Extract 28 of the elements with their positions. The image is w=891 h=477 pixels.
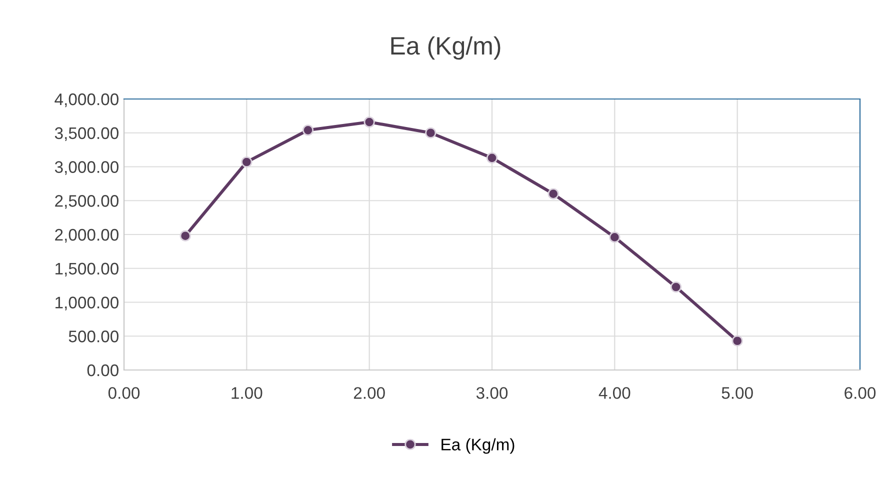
- point: [302, 124, 314, 136]
- point: [486, 152, 498, 164]
- y-tick-label: 3,000.00: [54, 161, 118, 175]
- point: [548, 188, 559, 200]
- x-tick-label: 1.00: [232, 387, 262, 399]
- y-tick-label: 0.00: [87, 364, 118, 376]
- point: [425, 127, 436, 138]
- x-tick-label: 4.00: [598, 387, 630, 399]
- point: [670, 281, 682, 293]
- x-tick-label: 5.00: [722, 387, 753, 399]
- y-tick-label: 3,500.00: [54, 127, 118, 142]
- x-tick-label: 3.00: [476, 387, 508, 399]
- x-tick-label: 0.00: [108, 387, 140, 399]
- point: [732, 335, 743, 346]
- y-tick-label: 2,500.00: [55, 195, 118, 209]
- x-tick-label: 6.00: [844, 387, 876, 399]
- y-tick-label: 1,000.00: [56, 296, 118, 310]
- legend-label: Ea (Kg/m): [442, 438, 514, 454]
- y-tick-label: 500.00: [68, 330, 118, 342]
- point: [364, 116, 375, 128]
- point: [180, 230, 191, 242]
- point: [241, 156, 252, 168]
- y-tick-label: 1,500.00: [56, 262, 118, 277]
- chart-title: Ea (Kg/m): [391, 36, 500, 60]
- x-tick-label: 2.00: [354, 387, 385, 399]
- y-tick-label: 4,000.00: [54, 93, 118, 108]
- y-tick-label: 2,000.00: [55, 228, 118, 243]
- point: [609, 232, 620, 243]
